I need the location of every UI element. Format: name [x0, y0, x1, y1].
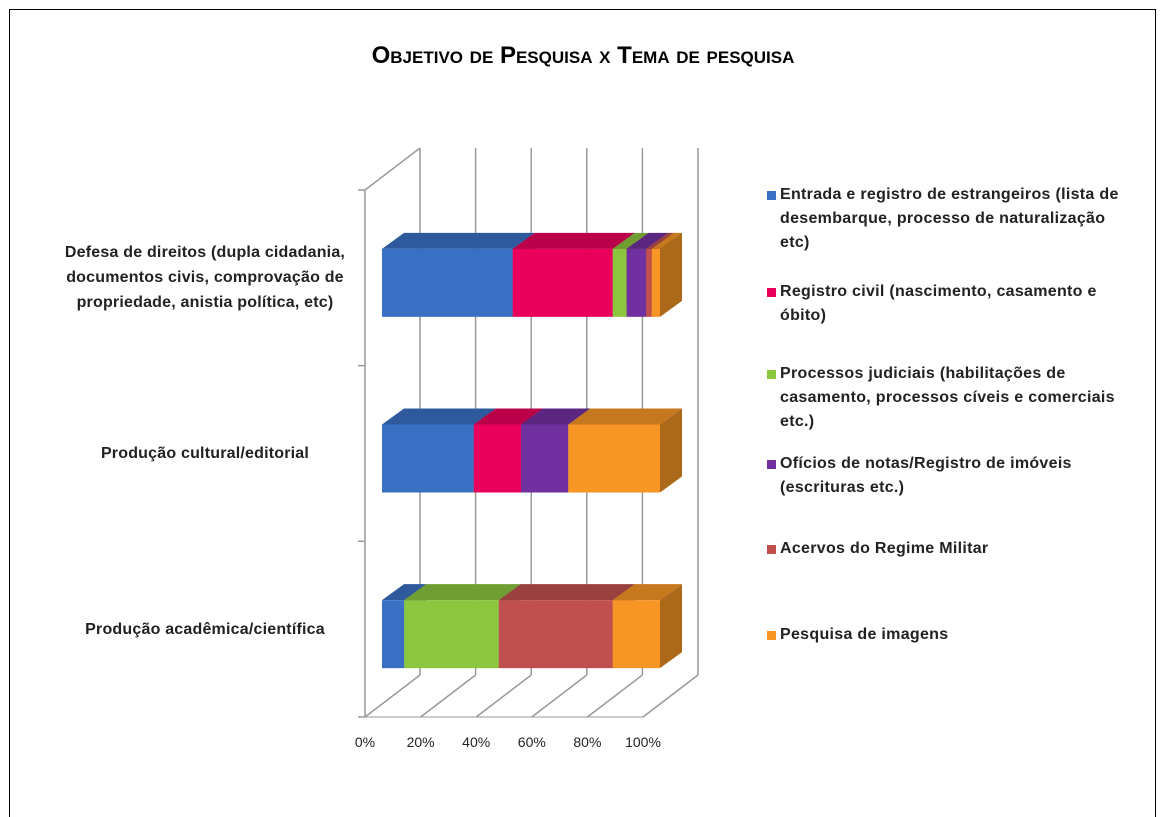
x-tick-label: 20%: [407, 734, 435, 750]
bar-top: [568, 408, 682, 425]
bar-segment: [612, 584, 682, 669]
bar-front: [521, 424, 569, 493]
bar-side: [660, 584, 682, 669]
floor-line: [364, 674, 421, 718]
floor-line: [642, 674, 699, 718]
bar-top: [382, 232, 535, 249]
legend-swatch: [767, 370, 776, 379]
bar-front: [382, 600, 405, 669]
legend-swatch: [767, 460, 776, 469]
bar-side: [660, 232, 682, 317]
bar-front: [568, 424, 660, 493]
category-label: Produção cultural/editorial: [100, 445, 310, 462]
legend-label: Acervos do Regime Militar: [780, 540, 989, 557]
chart-frame: [9, 9, 1156, 817]
left-wall: [364, 147, 421, 191]
bar-front: [651, 248, 660, 317]
bar-front: [646, 248, 652, 317]
x-tick-label: 100%: [625, 734, 661, 750]
floor-line: [586, 674, 643, 718]
bar-top: [612, 584, 682, 601]
bar-front: [382, 424, 474, 493]
category-label: Defesa de direitos (dupla cidadania, doc…: [64, 244, 346, 312]
floor-line: [420, 674, 477, 718]
legend-swatch: [767, 288, 776, 297]
bar-top: [498, 584, 635, 601]
chart-title: Objetivo de Pesquisa x Tema de pesquisa: [371, 42, 795, 69]
legend-label: Entrada e registro de estrangeiros (list…: [780, 186, 1119, 251]
bar-side: [660, 408, 682, 493]
floor-line: [475, 674, 532, 718]
bar-front: [382, 248, 513, 317]
bar-front: [498, 600, 613, 669]
x-tick-label: 60%: [518, 734, 546, 750]
bar-top: [473, 408, 543, 425]
bar-front: [512, 248, 613, 317]
bar-top: [646, 232, 674, 249]
x-tick-label: 40%: [462, 734, 490, 750]
legend-swatch: [767, 191, 776, 200]
bar-top: [612, 232, 649, 249]
legend-label: Ofícios de notas/Registro de imóveis (es…: [780, 455, 1072, 496]
x-tick-label: 0%: [355, 734, 375, 750]
bar-front: [473, 424, 521, 493]
floor-line: [531, 674, 588, 718]
bar-top: [382, 584, 427, 601]
bar-front: [612, 600, 660, 669]
x-tick-label: 80%: [573, 734, 601, 750]
bar-top: [404, 584, 521, 601]
category-label: Produção acadêmica/científica: [85, 620, 325, 638]
legend-swatch: [767, 631, 776, 640]
bar-segment: [568, 408, 682, 493]
bar-top: [382, 408, 496, 425]
legend-label: Registro civil (nascimento, casamento e …: [780, 283, 1097, 324]
bar-segment: [651, 232, 682, 317]
bar-top: [521, 408, 591, 425]
legend-label: Pesquisa de imagens: [780, 626, 949, 643]
bar-top: [512, 232, 635, 249]
bar-front: [626, 248, 647, 317]
bar-top: [651, 232, 682, 249]
legend-swatch: [767, 545, 776, 554]
bar-segment: [382, 232, 535, 317]
legend-label: Processos judiciais (habilitações de cas…: [780, 365, 1115, 430]
bar-front: [612, 248, 627, 317]
bar-top: [626, 232, 669, 249]
bar-front: [404, 600, 499, 669]
